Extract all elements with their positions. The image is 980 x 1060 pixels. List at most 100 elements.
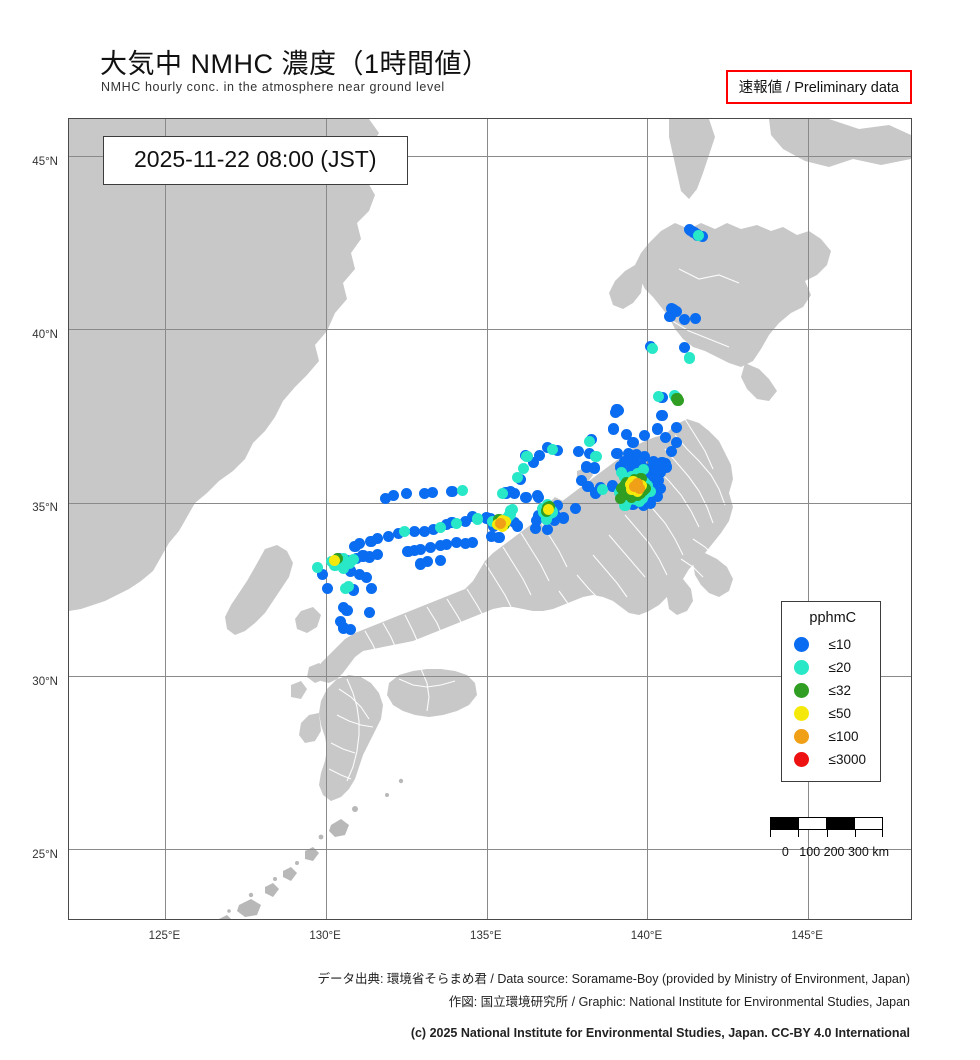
station-marker — [633, 496, 646, 508]
tick-lat-right-31 — [911, 649, 912, 650]
tick-lon-top-148 — [905, 118, 906, 119]
tick-lon-129 — [294, 919, 295, 920]
legend-box: pphmC ≤10 ≤20 ≤32 ≤50 ≤100 ≤3000 — [780, 601, 881, 782]
scale-label-km: km — [872, 845, 889, 859]
axis-ticks-layer — [69, 119, 911, 919]
tick-lat-36 — [68, 476, 69, 477]
tick-lon-124 — [133, 919, 134, 920]
tick-lon-144 — [776, 919, 777, 920]
station-marker — [584, 447, 596, 459]
station-marker — [551, 499, 564, 511]
station-marker — [402, 546, 414, 558]
gridline-lon-140 — [647, 119, 649, 919]
station-marker — [338, 622, 350, 634]
tick-lat-right-46 — [911, 129, 912, 130]
station-marker — [379, 492, 392, 504]
legend-item: ≤3000 — [793, 748, 866, 771]
tick-lat-39 — [68, 372, 69, 373]
station-marker — [334, 616, 347, 628]
tick-lon-125 — [165, 919, 166, 920]
legend-label-le32: ≤32 — [828, 683, 851, 698]
tick-lon-top-124 — [133, 118, 134, 119]
station-marker — [387, 490, 400, 502]
tick-lon-top-128 — [262, 118, 263, 119]
station-marker — [572, 445, 584, 458]
landmass-kyushu — [291, 663, 383, 801]
legend-title: pphmC — [809, 610, 857, 626]
station-marker — [588, 462, 601, 474]
tick-lon-131 — [358, 919, 359, 920]
station-marker — [530, 522, 542, 534]
station-marker — [540, 513, 552, 525]
tick-lon-146 — [840, 919, 841, 920]
station-marker — [457, 484, 469, 496]
timestamp-box: 2025-11-22 08:00 (JST) — [103, 136, 408, 185]
station-marker — [645, 497, 657, 509]
station-marker — [363, 551, 376, 563]
station-marker — [347, 584, 359, 596]
station-marker — [630, 449, 642, 461]
scale-tick-200 — [826, 830, 828, 837]
tick-lon-top-123 — [101, 118, 102, 119]
station-marker — [614, 492, 626, 504]
legend-label-le100: ≤100 — [828, 729, 859, 744]
station-marker — [365, 535, 377, 548]
axis-label-lat-40: 40°N — [32, 329, 58, 342]
station-marker — [446, 485, 458, 497]
station-marker — [649, 481, 662, 493]
station-marker — [316, 568, 328, 580]
scale-tick-end — [882, 830, 883, 837]
scale-seg-2 — [799, 818, 827, 829]
tick-lon-132 — [390, 919, 391, 920]
station-marker — [434, 554, 446, 567]
station-marker — [441, 519, 453, 531]
station-marker — [339, 582, 351, 594]
scale-seg-3 — [827, 818, 855, 829]
station-marker — [400, 488, 413, 500]
tick-lon-top-136 — [519, 118, 520, 119]
axis-label-lat-35: 35°N — [32, 502, 58, 515]
station-marker — [646, 342, 658, 354]
tick-lon-top-142 — [712, 118, 713, 119]
station-marker — [596, 483, 609, 496]
preliminary-data-badge: 速報値 / Preliminary data — [725, 70, 912, 104]
tick-lon-140 — [647, 919, 648, 920]
station-marker — [661, 461, 673, 473]
station-marker — [418, 525, 430, 537]
tick-lat-right-38 — [911, 406, 912, 407]
scale-tick-100 — [798, 830, 800, 837]
tick-lat-right-24 — [911, 891, 912, 892]
station-marker — [341, 605, 353, 617]
station-marker — [520, 491, 532, 503]
tick-lat-35 — [68, 510, 69, 511]
legend-item: ≤50 — [793, 702, 866, 725]
station-marker — [542, 523, 554, 535]
tick-lat-27 — [68, 787, 69, 788]
station-marker — [421, 555, 433, 568]
tick-lat-right-42 — [911, 268, 912, 269]
tick-lat-right-26 — [911, 822, 912, 823]
station-marker — [408, 544, 421, 556]
station-marker — [620, 428, 633, 440]
station-marker — [428, 523, 440, 535]
station-marker — [638, 463, 650, 476]
station-marker — [441, 538, 453, 550]
legend-item: ≤100 — [793, 725, 866, 748]
tick-lon-top-146 — [840, 118, 841, 119]
scale-label-300: 300 — [847, 845, 869, 859]
tick-lat-26 — [68, 822, 69, 823]
tick-lat-43 — [68, 233, 69, 234]
station-marker — [371, 533, 384, 545]
tick-lon-top-138 — [583, 118, 584, 119]
tick-lon-top-131 — [358, 118, 359, 119]
station-marker — [625, 491, 637, 503]
legend-swatch-le10 — [793, 637, 809, 652]
legend-swatch-le32 — [793, 683, 809, 698]
station-marker — [542, 504, 555, 516]
tick-lat-right-37 — [911, 441, 912, 442]
tick-lon-top-130 — [326, 118, 327, 119]
axis-label-lon-125: 125°E — [148, 930, 181, 942]
tick-lon-126 — [198, 919, 199, 920]
legend-item: ≤20 — [793, 656, 866, 679]
station-marker — [486, 530, 498, 542]
